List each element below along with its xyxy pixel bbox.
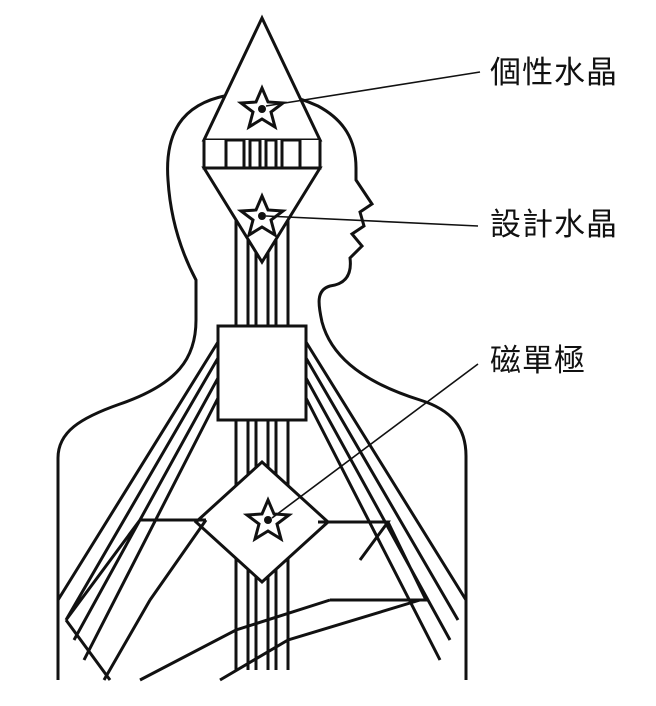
monopole-star-dot <box>264 516 272 524</box>
personality-star-dot <box>258 105 266 113</box>
channel-bar-1 <box>224 138 246 170</box>
personality-leader-line <box>265 71 481 107</box>
magnetic-monopole-label: 磁單極 <box>490 343 586 379</box>
monopole-leader-line <box>271 363 479 519</box>
design-star-dot <box>258 212 266 220</box>
personality-crystal-label: 個性水晶 <box>490 55 618 91</box>
head-ajna-channels <box>202 140 322 170</box>
channel-bar-2 <box>248 138 262 170</box>
throat-center <box>216 324 308 422</box>
body-silhouette <box>56 91 468 680</box>
design-leader-line <box>265 215 479 227</box>
neck-channels <box>234 220 290 326</box>
channel-bar-4 <box>280 138 302 170</box>
left-arm-channels <box>56 341 220 681</box>
channel-bar-3 <box>264 138 278 170</box>
design-crystal-label: 設計水晶 <box>490 207 618 243</box>
right-arm-channels <box>304 341 468 661</box>
head-triangle <box>201 14 323 142</box>
lower-cross-channels <box>64 598 421 682</box>
